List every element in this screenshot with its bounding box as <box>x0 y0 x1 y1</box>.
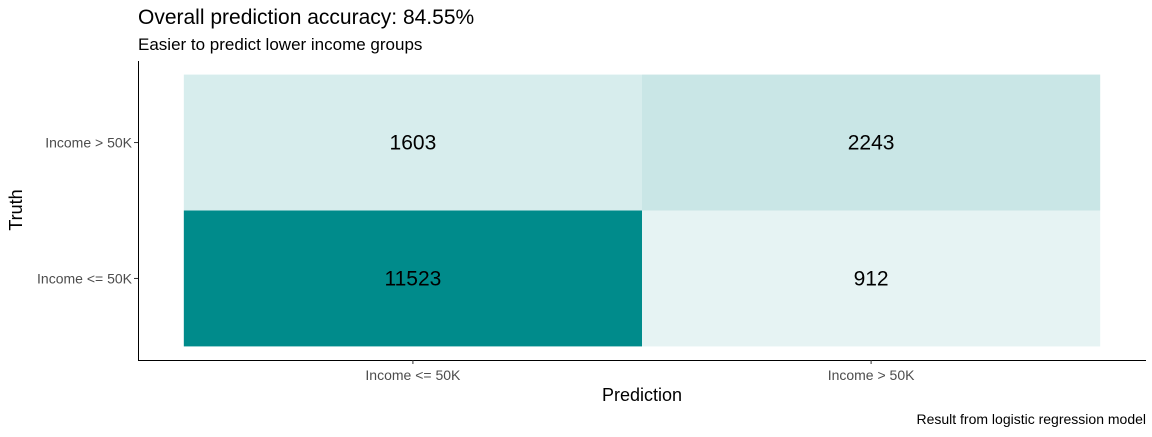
chart-caption: Result from logistic regression model <box>916 411 1146 427</box>
x-tick-label-income-gt-50k: Income > 50K <box>828 367 915 383</box>
axis-ticks: Income <= 50K Income > 50K Income <= 50K In… <box>37 135 915 383</box>
cell-pred-income-le-50k-truth-income-le-50k <box>183 210 642 347</box>
cell-pred-income-gt-50k-truth-income-gt-50k-label: 2243 <box>848 132 895 155</box>
x-tick-label-income-le-50k: Income <= 50K <box>365 367 461 383</box>
cell-pred-income-le-50k-truth-income-le-50k-label: 11523 <box>384 267 441 290</box>
chart-title: Overall prediction accuracy: 84.55% <box>138 6 474 29</box>
chart-subtitle: Easier to predict lower income groups <box>138 35 422 54</box>
heatmap-cells: 11523 912 1603 2243 <box>183 74 1101 347</box>
cell-pred-income-gt-50k-truth-income-le-50k-label: 912 <box>854 267 889 290</box>
cell-pred-income-le-50k-truth-income-gt-50k <box>183 74 642 211</box>
y-tick-label-income-gt-50k: Income > 50K <box>45 135 132 151</box>
cell-pred-income-gt-50k-truth-income-le-50k <box>642 210 1101 347</box>
cell-pred-income-gt-50k-truth-income-gt-50k <box>642 74 1101 211</box>
y-tick-label-income-le-50k: Income <= 50K <box>37 270 133 286</box>
cell-pred-income-le-50k-truth-income-gt-50k-label: 1603 <box>390 132 437 155</box>
y-axis-title: Truth <box>6 189 26 230</box>
x-axis-title: Prediction <box>602 385 682 405</box>
